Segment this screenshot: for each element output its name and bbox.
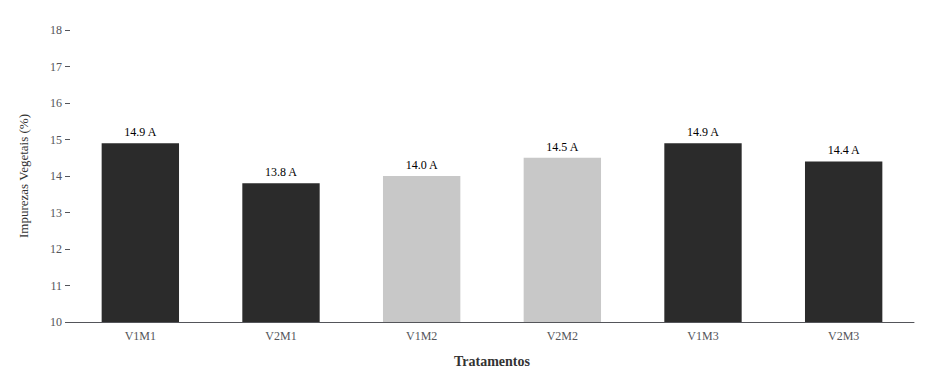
svg-text:18: 18 xyxy=(50,23,62,37)
svg-text:13: 13 xyxy=(50,206,62,220)
svg-text:14.9 A: 14.9 A xyxy=(124,125,156,139)
svg-text:16: 16 xyxy=(50,96,62,110)
svg-text:14.4 A: 14.4 A xyxy=(828,143,860,157)
svg-text:V1M3: V1M3 xyxy=(687,329,718,343)
svg-text:V2M3: V2M3 xyxy=(828,329,859,343)
svg-text:11: 11 xyxy=(50,279,62,293)
svg-text:V2M1: V2M1 xyxy=(265,329,296,343)
svg-text:V1M1: V1M1 xyxy=(125,329,156,343)
svg-text:Tratamentos: Tratamentos xyxy=(454,354,530,369)
svg-text:V1M2: V1M2 xyxy=(406,329,437,343)
svg-text:17: 17 xyxy=(50,60,62,74)
svg-text:14.5 A: 14.5 A xyxy=(546,140,578,154)
svg-text:15: 15 xyxy=(50,133,62,147)
svg-text:14: 14 xyxy=(50,169,62,183)
svg-text:Impurezas Vegetais (%): Impurezas Vegetais (%) xyxy=(16,114,31,238)
svg-text:13.8 A: 13.8 A xyxy=(265,165,297,179)
svg-text:14.0 A: 14.0 A xyxy=(406,158,438,172)
svg-text:12: 12 xyxy=(50,242,62,256)
svg-text:V2M2: V2M2 xyxy=(547,329,578,343)
svg-text:14.9 A: 14.9 A xyxy=(687,125,719,139)
svg-text:10: 10 xyxy=(50,315,62,329)
